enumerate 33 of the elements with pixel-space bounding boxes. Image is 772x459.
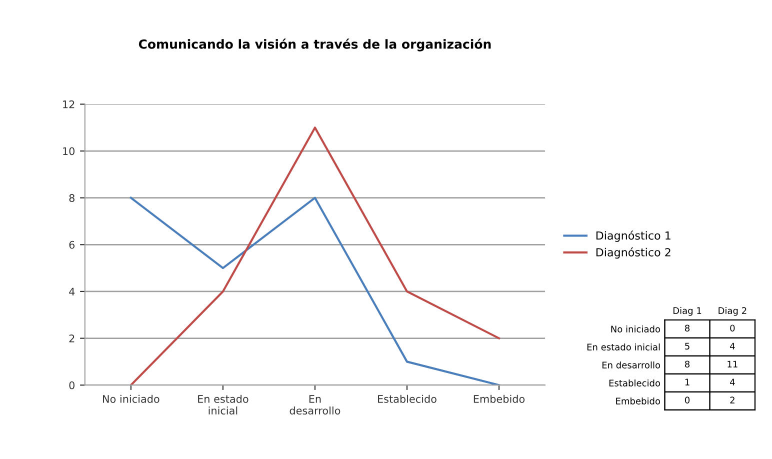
data-label: 0 (684, 396, 690, 404)
data-label: 2 (730, 396, 734, 404)
y-tick-label: 2 (69, 334, 74, 342)
line-series (130, 126, 500, 386)
y-tick-label: 6 (69, 240, 75, 249)
legend-label: Diagnóstico 1 (596, 230, 670, 242)
y-tick-label: 12 (63, 100, 74, 108)
chart-title: Comunicando la visión a través de la organización (138, 38, 491, 52)
x-tick-label: Diag 2 (718, 307, 746, 316)
x-tick-label: No iniciado (103, 394, 160, 403)
y-tick-label: No iniciado (611, 325, 660, 332)
line-series (130, 196, 500, 386)
data-label: 11 (728, 360, 738, 368)
data-label: 1 (685, 378, 690, 386)
y-tick-label: En desarrollo (602, 361, 660, 368)
y-tick-label: 8 (69, 194, 74, 202)
y-tick-label: Establecido (609, 379, 660, 386)
data-label: 5 (685, 342, 690, 350)
data-label: 4 (730, 378, 735, 386)
y-tick-label: 0 (69, 381, 75, 390)
x-tick-label: Diag 1 (673, 307, 702, 316)
data-label: 0 (730, 324, 735, 332)
legend-label: Diagnóstico 2 (596, 247, 670, 259)
x-tick-label: En desarrollo (290, 395, 340, 415)
y-tick-label: En estado inicial (587, 343, 660, 350)
x-tick-label: Establecido (378, 394, 436, 403)
x-tick-label: En estado inicial (198, 394, 248, 415)
y-tick-label: 4 (69, 288, 75, 296)
data-label: 8 (685, 360, 690, 368)
data-label: 8 (685, 324, 690, 332)
y-tick-label: 10 (63, 147, 75, 156)
data-label: 4 (730, 342, 735, 350)
x-tick-label: Embebido (474, 394, 525, 403)
